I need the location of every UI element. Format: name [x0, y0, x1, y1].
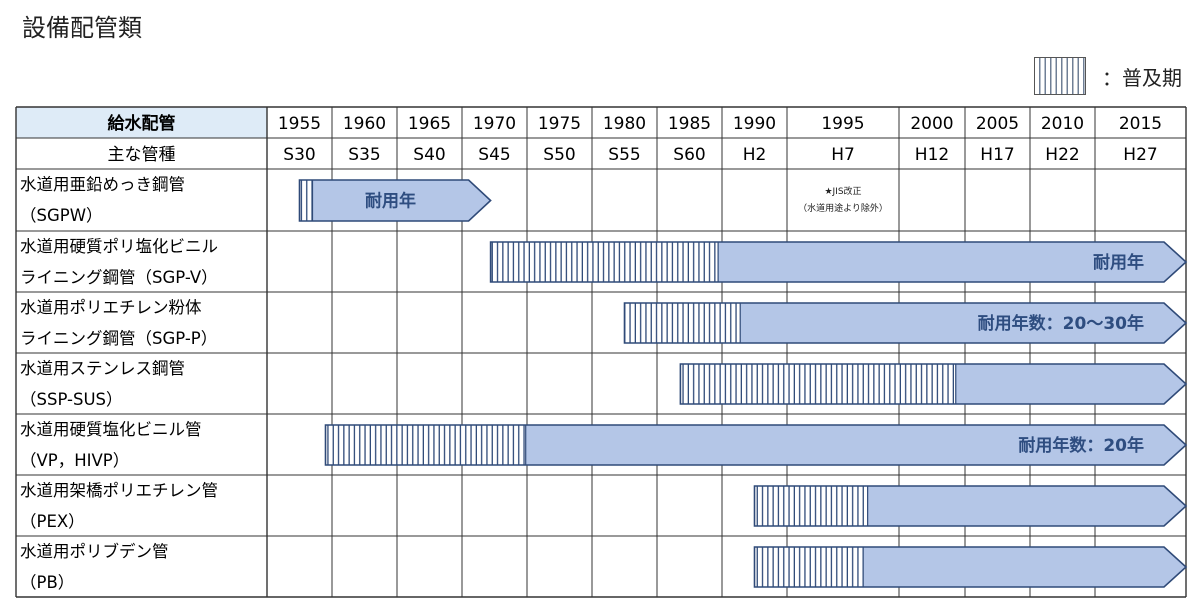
lifespan-bar-outline: [623, 302, 1188, 344]
era-header: S40: [413, 145, 445, 165]
year-header: 1975: [538, 114, 581, 134]
lifespan-bar: [299, 180, 491, 221]
popular-period-hatch: [624, 303, 741, 343]
bar-lifespan-label: 耐用年数：20年: [1018, 435, 1144, 456]
legend-hatch-swatch: [1034, 57, 1086, 95]
era-header: S50: [543, 145, 575, 165]
row-label-line2: （VP，HIVP）: [20, 451, 129, 470]
popular-period-hatch: [490, 242, 719, 282]
era-header: H27: [1123, 145, 1157, 165]
year-header: 1980: [603, 114, 646, 134]
era-header: S60: [673, 145, 705, 165]
era-header: S30: [283, 145, 315, 165]
year-header: 1955: [278, 114, 321, 134]
legend: ：普及期: [1034, 56, 1182, 96]
popular-period-hatch: [680, 364, 956, 404]
lifespan-bar-outline: [679, 363, 1188, 405]
era-header: S45: [478, 145, 510, 165]
lifespan-bar-outline: [489, 241, 1188, 283]
row-label-line2: （SGPW）: [20, 206, 103, 225]
year-header: 2000: [910, 114, 953, 134]
page-title: 設備配管類: [22, 14, 142, 42]
header-label-pipe-type: 給水配管: [108, 113, 176, 134]
era-header: H2: [743, 145, 767, 165]
year-header: 1985: [668, 114, 711, 134]
era-header: H7: [831, 145, 855, 165]
year-header: 1990: [733, 114, 776, 134]
row-label-line1: 水道用架橋ポリエチレン管: [20, 481, 218, 500]
year-header: 1970: [473, 114, 516, 134]
row-label-line1: 水道用硬質塩化ビニル管: [20, 420, 202, 439]
lifespan-bar-outline: [298, 179, 492, 222]
year-header: 1995: [821, 114, 864, 134]
row-label-line1: 水道用硬質ポリ塩化ビニル: [20, 237, 218, 256]
era-header: S55: [608, 145, 640, 165]
year-header: 1965: [408, 114, 451, 134]
row-label-line1: 水道用ポリブデン管: [20, 541, 169, 561]
bar-lifespan-label: 耐用年数：20〜30年: [978, 313, 1144, 334]
jis-revision-note: ★JIS改正: [824, 185, 861, 197]
bar-lifespan-label: 耐用年: [365, 191, 416, 212]
row-label-line2: ライニング鋼管（SGP-V）: [20, 268, 218, 287]
lifespan-bar-outline: [753, 485, 1188, 527]
popular-period-hatch: [325, 425, 526, 465]
row-label-line1: 水道用亜鉛めっき鋼管: [20, 175, 185, 194]
era-header: S35: [348, 145, 380, 165]
year-header: 2005: [976, 114, 1019, 134]
year-header: 2015: [1119, 114, 1162, 134]
popular-period-hatch: [299, 180, 313, 221]
year-header: 2010: [1041, 114, 1084, 134]
era-header: H17: [980, 145, 1014, 165]
popular-period-hatch: [754, 547, 864, 587]
era-header: H22: [1045, 145, 1079, 165]
popular-period-hatch: [754, 486, 868, 526]
era-header: H12: [915, 145, 949, 165]
lifespan-bar-outline: [324, 424, 1188, 466]
row-label-line1: 水道用ステンレス鋼管: [20, 359, 185, 378]
lifespan-bar: [624, 303, 1186, 343]
lifespan-bar: [325, 425, 1186, 465]
row-label-line2: （PEX）: [20, 512, 85, 531]
header-cell-fill: [16, 107, 267, 138]
legend-label: ：普及期: [1102, 65, 1182, 90]
header-label-main-pipe: 主な管種: [108, 145, 176, 165]
row-label-line2: （SSP-SUS）: [20, 390, 123, 409]
row-label-line2: （PB）: [20, 573, 74, 592]
year-header: 1960: [343, 114, 386, 134]
bar-lifespan-label: 耐用年: [1093, 252, 1144, 273]
row-label-line1: 水道用ポリエチレン粉体: [20, 298, 202, 317]
row-label-line2: ライニング鋼管（SGP-P）: [20, 329, 217, 348]
jis-revision-subnote: （水道用途より除外）: [798, 202, 888, 214]
lifespan-bar-outline: [753, 546, 1188, 588]
